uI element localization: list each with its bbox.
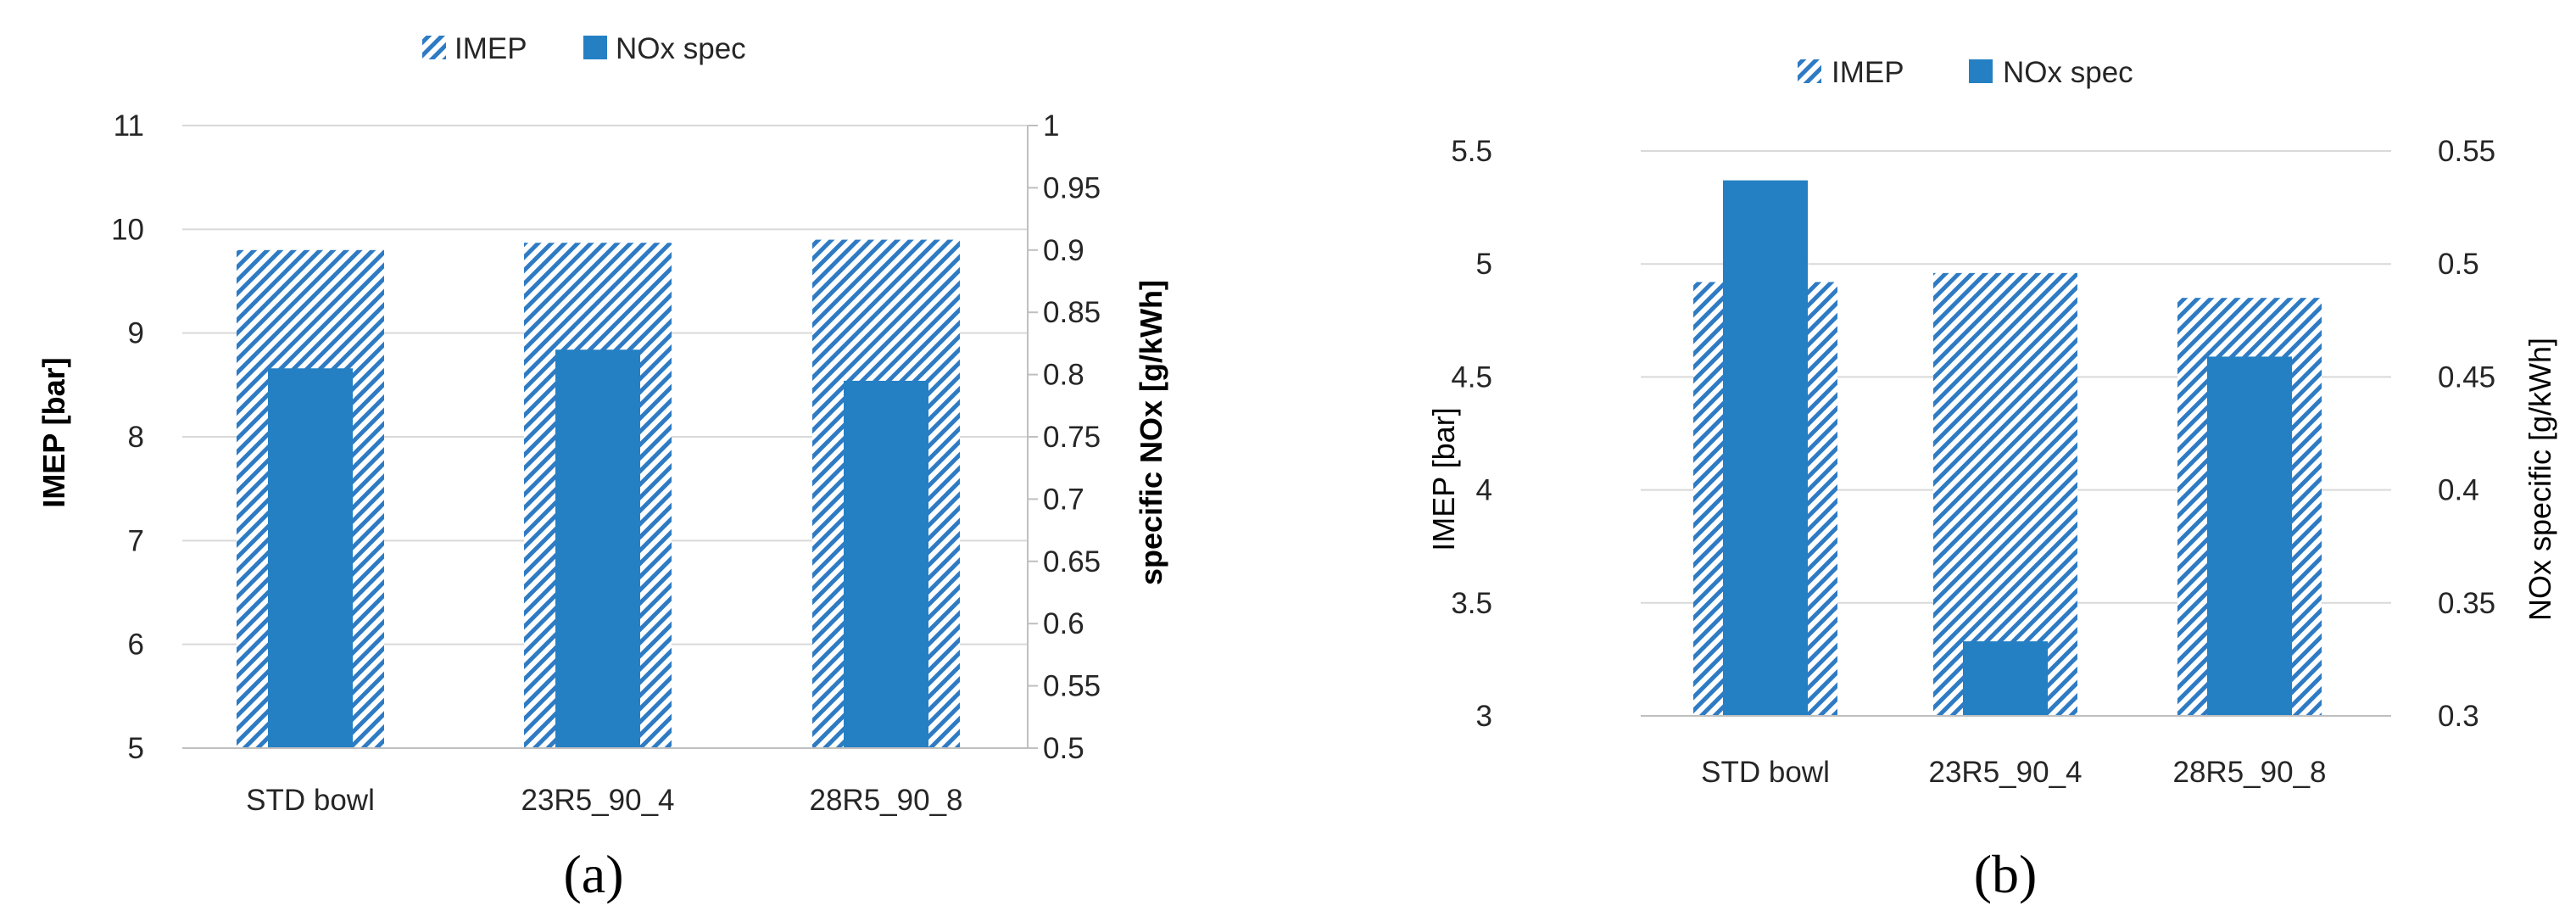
chart-b-caption: (b) (1974, 844, 2038, 904)
chart-a-nox-bar-1 (268, 368, 353, 748)
chart-a-left-tick-label: 9 (128, 317, 144, 350)
chart-a-legend-imep-swatch (422, 36, 446, 59)
chart-b-legend-imep-swatch (1798, 59, 1821, 83)
chart-b-nox-bar-2 (1963, 641, 2048, 716)
chart-a-right-tick-label: 0.9 (1043, 234, 1084, 267)
chart-b-right-tick-label: 0.55 (2438, 135, 2495, 168)
chart-b-category-label: 28R5_90_8 (2173, 756, 2327, 789)
chart-a-right-tick-label: 0.55 (1043, 670, 1101, 703)
chart-b-legend-nox: NOx spec (2003, 56, 2133, 89)
chart-b-y-label: IMEP [bar] (1426, 407, 1461, 550)
chart-b-right-tick-label: 0.5 (2438, 248, 2479, 281)
chart-b-legend-nox-swatch (1969, 59, 1993, 83)
chart-b-right-tick-label: 0.4 (2438, 474, 2479, 507)
chart-b-left-tick-label: 5.5 (1451, 135, 1492, 168)
chart-b-nox-bar-1 (1723, 180, 1808, 716)
chart-a-legend-nox-swatch (583, 36, 607, 59)
chart-a-left-tick-label: 10 (111, 213, 144, 246)
chart-a-right-ticks: 0.5 0.55 0.6 0.65 0.7 0.75 0.8 0.85 0.9 0.95 1 (1043, 109, 1101, 765)
chart-a-legend-imep: IMEP (454, 32, 527, 65)
chart-b-y2-label: NOx specific [g/kWh] (2523, 338, 2557, 621)
chart-a-left-tick-label: 5 (128, 732, 144, 765)
chart-a-legend: IMEP NOx spec (422, 32, 746, 65)
chart-a-right-tick-label: 0.6 (1043, 607, 1084, 640)
chart-a-right-tick-label: 0.8 (1043, 359, 1084, 392)
chart-a-right-tick-label: 1 (1043, 109, 1059, 142)
chart-a-left-tick-label: 6 (128, 629, 144, 662)
chart-a-nox-bar-2 (555, 349, 640, 748)
chart-a-category-label: STD bowl (246, 784, 375, 817)
chart-a-left-tick-label: 7 (128, 524, 144, 557)
chart-b: 3 3.5 4 4.5 5 5.5 0.3 0.35 0.4 0.45 0.5 0.55 STD b… (1426, 56, 2557, 904)
chart-b-right-tick-label: 0.35 (2438, 587, 2495, 620)
chart-a-right-tick-label: 0.75 (1043, 421, 1101, 454)
chart-a-left-tick-label: 8 (128, 421, 144, 454)
chart-a-caption: (a) (563, 844, 623, 904)
chart-b-legend-imep: IMEP (1832, 56, 1904, 89)
chart-b-right-tick-label: 0.3 (2438, 700, 2479, 733)
chart-b-category-label: 23R5_90_4 (1929, 756, 2083, 789)
chart-a-right-tick-label: 0.65 (1043, 545, 1101, 578)
chart-b-bars (1693, 180, 2322, 717)
chart-b-category-labels: STD bowl 23R5_90_4 28R5_90_8 (1701, 756, 2326, 789)
chart-a-category-label: 23R5_90_4 (521, 784, 675, 817)
chart-b-category-label: STD bowl (1701, 756, 1830, 789)
chart-a-right-tick-label: 0.85 (1043, 296, 1101, 329)
chart-a-left-ticks: 5 6 7 8 9 10 11 (111, 109, 144, 765)
chart-a-nox-bar-3 (844, 380, 928, 748)
chart-a-right-tick-label: 0.7 (1043, 483, 1084, 516)
chart-a-right-tick-label: 0.95 (1043, 171, 1101, 204)
chart-a-y-label: IMEP [bar] (36, 357, 71, 507)
chart-b-left-tick-label: 3.5 (1451, 587, 1492, 620)
chart-a-bars (237, 239, 960, 749)
chart-a-y2-label: specific NOx [g/kWh] (1134, 280, 1168, 585)
chart-b-left-tick-label: 4.5 (1451, 360, 1492, 394)
chart-b-left-tick-label: 4 (1476, 474, 1492, 507)
chart-b-nox-bar-3 (2207, 356, 2292, 716)
chart-b-left-ticks: 3 3.5 4 4.5 5 5.5 (1451, 135, 1492, 733)
chart-a-right-tick-label: 0.5 (1043, 732, 1084, 765)
chart-a-category-labels: STD bowl 23R5_90_4 28R5_90_8 (246, 784, 962, 817)
chart-a-legend-nox: NOx spec (616, 32, 746, 65)
chart-b-right-ticks: 0.3 0.35 0.4 0.45 0.5 0.55 (2438, 135, 2495, 733)
chart-b-left-tick-label: 5 (1476, 248, 1492, 281)
chart-b-right-tick-label: 0.45 (2438, 360, 2495, 394)
chart-b-legend: IMEP NOx spec (1798, 56, 2133, 89)
chart-b-left-tick-label: 3 (1476, 700, 1492, 733)
chart-a-category-label: 28R5_90_8 (810, 784, 963, 817)
chart-a-left-tick-label: 11 (114, 109, 144, 142)
